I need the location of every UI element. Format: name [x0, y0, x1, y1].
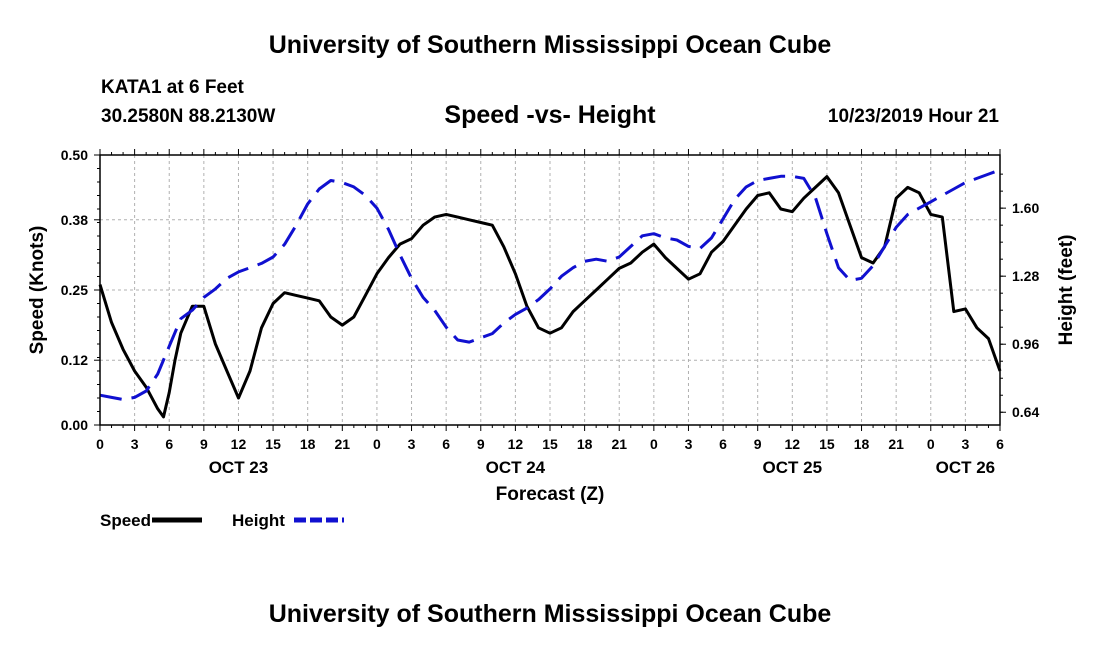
- y-right-axis-title: Height (feet): [1056, 235, 1077, 346]
- x-tick-label: 21: [611, 436, 627, 452]
- x-tick-label: 18: [854, 436, 870, 452]
- y-right-tick-label: 1.60: [1012, 200, 1039, 216]
- x-tick-label: 12: [508, 436, 524, 452]
- y-left-tick-label: 0.50: [61, 147, 88, 163]
- x-tick-label: 0: [373, 436, 381, 452]
- legend-label-height: Height: [232, 511, 285, 530]
- y-left-tick-label: 0.25: [61, 282, 88, 298]
- y-right-tick-label: 0.64: [1012, 404, 1039, 420]
- x-tick-label: 3: [961, 436, 969, 452]
- y-left-tick-label: 0.12: [61, 352, 88, 368]
- station-name: KATA1 at 6 Feet: [101, 77, 244, 98]
- forecast-run-time: 10/23/2019 Hour 21: [827, 106, 999, 127]
- series-line-speed: [98, 175, 1002, 419]
- footer-title: University of Southern Mississippi Ocean…: [268, 600, 832, 628]
- legend-label-speed: Speed: [100, 511, 151, 530]
- x-tick-label: 15: [265, 436, 281, 452]
- x-tick-label: 9: [754, 436, 762, 452]
- x-tick-label: 6: [442, 436, 450, 452]
- x-date-label: OCT 26: [936, 458, 996, 477]
- x-tick-label: 15: [542, 436, 558, 452]
- x-tick-label: 0: [927, 436, 935, 452]
- axis-labels: 0 3 6 9 12 15 18 21 0 3 6 9 12 15 18 21 0 3 6 9 12 15 18 21 0 3 60…: [27, 147, 1077, 505]
- y-right-tick-label: 1.28: [1012, 268, 1039, 284]
- x-tick-label: 0: [650, 436, 658, 452]
- chart-subtitle: Speed -vs- Height: [444, 101, 656, 129]
- x-date-label: OCT 25: [763, 458, 823, 477]
- y-right-tick-label: 0.96: [1012, 336, 1039, 352]
- series-line-height: [99, 168, 1001, 401]
- x-tick-label: 18: [577, 436, 593, 452]
- x-tick-label: 6: [165, 436, 173, 452]
- x-tick-label: 18: [300, 436, 316, 452]
- station-coordinates: 30.2580N 88.2130W: [101, 106, 276, 127]
- x-tick-label: 3: [408, 436, 416, 452]
- x-tick-label: 12: [785, 436, 801, 452]
- series-lines: [98, 168, 1002, 419]
- y-left-axis-title: Speed (Knots): [27, 226, 48, 355]
- x-tick-label: 9: [477, 436, 485, 452]
- x-date-label: OCT 24: [486, 458, 546, 477]
- x-tick-label: 6: [996, 436, 1004, 452]
- x-tick-label: 6: [719, 436, 727, 452]
- x-tick-label: 12: [231, 436, 247, 452]
- x-tick-label: 9: [200, 436, 208, 452]
- y-left-tick-label: 0.38: [61, 212, 88, 228]
- x-tick-label: 21: [335, 436, 351, 452]
- x-date-label: OCT 23: [209, 458, 269, 477]
- grid: [100, 155, 1000, 425]
- x-tick-label: 3: [131, 436, 139, 452]
- x-axis-title: Forecast (Z): [496, 484, 605, 505]
- x-tick-label: 0: [96, 436, 104, 452]
- legend: Speed Height: [100, 511, 344, 530]
- y-left-tick-label: 0.00: [61, 417, 88, 433]
- x-tick-label: 15: [819, 436, 835, 452]
- x-tick-label: 3: [685, 436, 693, 452]
- chart-title: University of Southern Mississippi Ocean…: [268, 31, 832, 59]
- x-tick-label: 21: [888, 436, 904, 452]
- axes: [94, 149, 1006, 431]
